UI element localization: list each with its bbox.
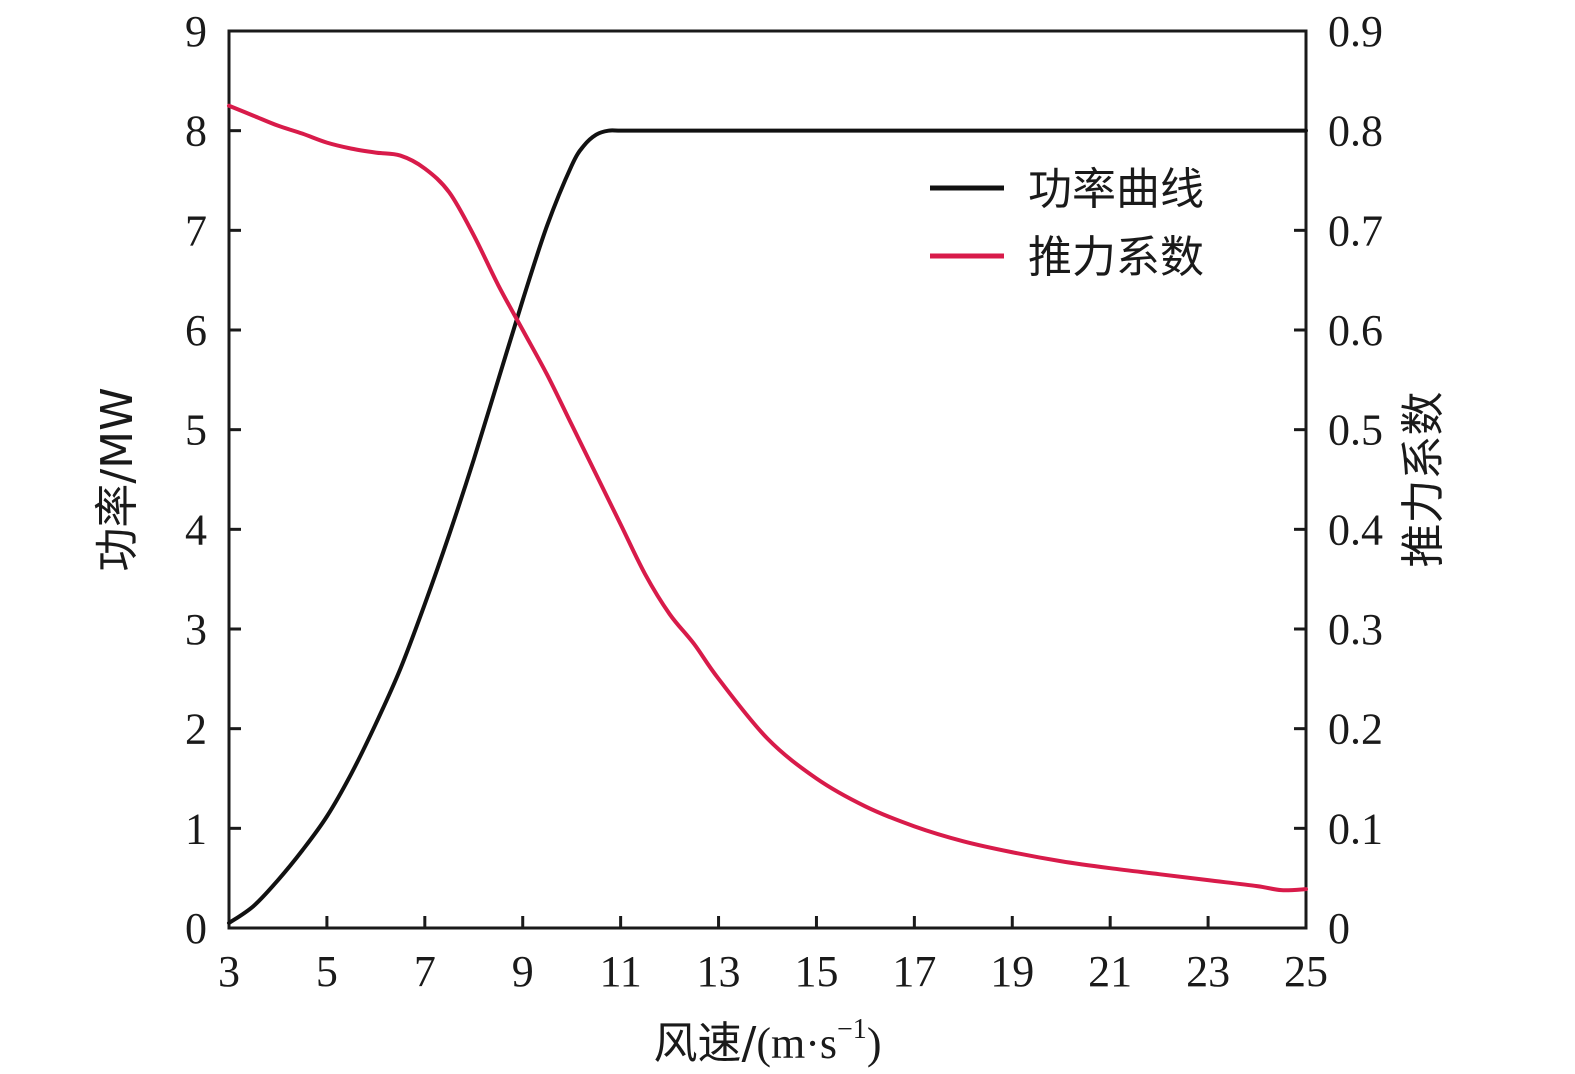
- thrust-coefficient-line: [227, 103, 1308, 893]
- x-tick-label: 5: [316, 947, 338, 996]
- left-y-tick-label: 6: [185, 306, 207, 355]
- x-tick-label: 7: [414, 947, 436, 996]
- legend-label: 功率曲线: [1028, 164, 1204, 215]
- x-tick-label: 11: [599, 947, 641, 996]
- power-curve-line: [227, 128, 1308, 926]
- left-y-ticks: 0 1 2 3 4 5 6 7 8 9: [185, 7, 241, 953]
- x-axis-title-text: 风速/: [654, 1018, 757, 1069]
- right-y-tick-label: 0.5: [1328, 406, 1383, 455]
- left-y-tick-label: 7: [185, 206, 207, 255]
- left-y-tick-label: 9: [185, 7, 207, 56]
- x-axis-unit: (m·s: [756, 1019, 837, 1068]
- x-tick-label: 13: [697, 947, 741, 996]
- left-y-tick-label: 1: [185, 804, 207, 853]
- x-tick-label: 19: [990, 947, 1034, 996]
- right-y-tick-label: 0.4: [1328, 505, 1383, 554]
- right-y-tick-label: 0.1: [1328, 804, 1383, 853]
- left-y-tick-label: 8: [185, 107, 207, 156]
- x-axis-unit-close: ): [867, 1019, 882, 1068]
- right-y-tick-label: 0.7: [1328, 206, 1383, 255]
- x-tick-label: 9: [512, 947, 534, 996]
- x-tick-label: 15: [794, 947, 838, 996]
- x-axis-title: 风速/(m·s−1): [654, 1014, 882, 1069]
- right-y-tick-label: 0.3: [1328, 605, 1383, 654]
- left-y-axis-title: 功率/MW: [92, 387, 143, 571]
- x-tick-label: 17: [892, 947, 936, 996]
- left-y-tick-label: 0: [185, 904, 207, 953]
- x-tick-label: 3: [218, 947, 240, 996]
- right-y-ticks: 0 0.1 0.2 0.3 0.4 0.5 0.6 0.7 0.8 0.9: [1294, 7, 1383, 953]
- left-y-tick-label: 2: [185, 705, 207, 754]
- x-tick-label: 21: [1088, 947, 1132, 996]
- x-tick-label: 23: [1186, 947, 1230, 996]
- x-ticks: 3 5 7 9 11 13 15 17 19 21 23 25: [218, 916, 1328, 996]
- right-y-tick-label: 0.9: [1328, 7, 1383, 56]
- right-y-axis-title: 推力系数: [1398, 392, 1449, 568]
- legend-label: 推力系数: [1028, 232, 1204, 283]
- left-y-tick-label: 4: [185, 505, 207, 554]
- x-tick-label: 25: [1284, 947, 1328, 996]
- x-axis-unit-superscript: −1: [837, 1014, 867, 1045]
- right-y-tick-label: 0.2: [1328, 705, 1383, 754]
- left-y-tick-label: 3: [185, 605, 207, 654]
- right-y-tick-label: 0.8: [1328, 107, 1383, 156]
- right-y-tick-label: 0.6: [1328, 306, 1383, 355]
- left-y-tick-label: 5: [185, 406, 207, 455]
- series-layer: [227, 103, 1308, 926]
- right-y-tick-label: 0: [1328, 904, 1350, 953]
- plot-frame: [227, 29, 1308, 930]
